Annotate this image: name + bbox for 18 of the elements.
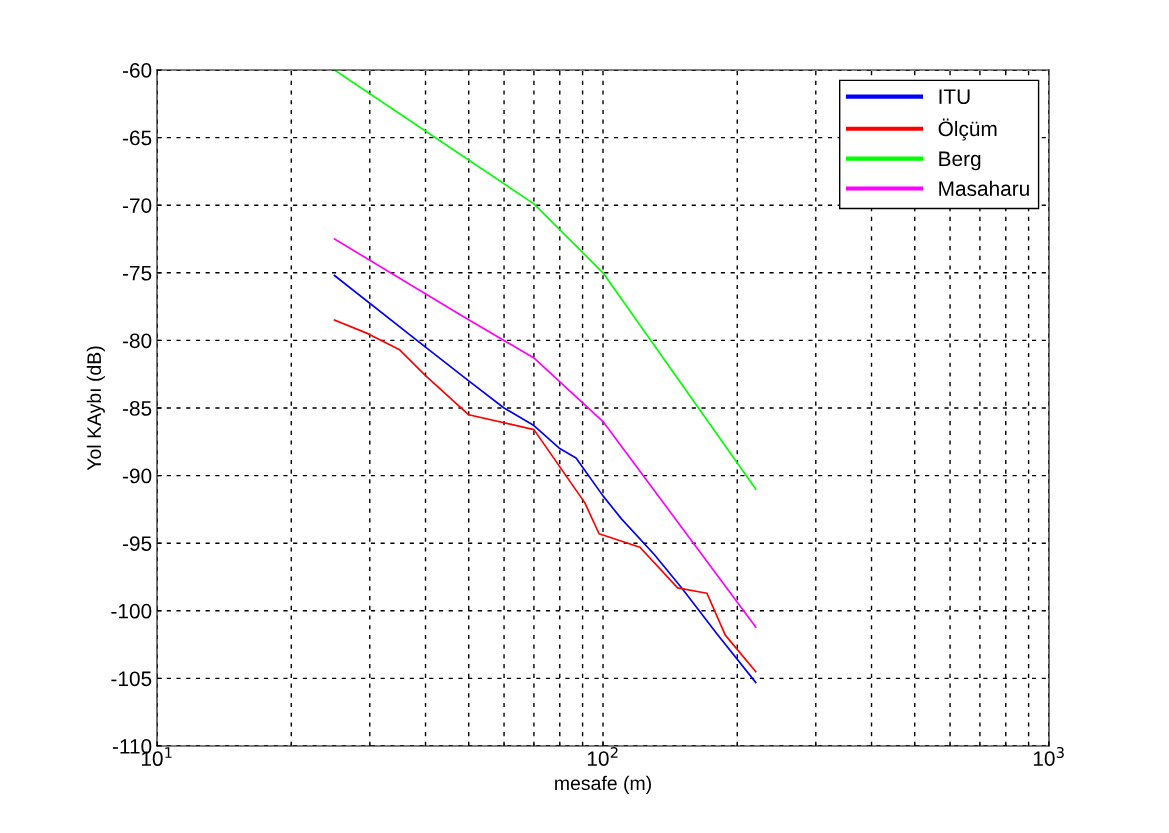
legend-label: Ölçüm: [938, 118, 997, 141]
y-tick-label: -60: [122, 63, 152, 78]
y-tick-label: -75: [122, 266, 152, 281]
y-tick-label: -80: [122, 333, 152, 349]
legend-label: Berg: [939, 151, 981, 171]
x-tick-label: 10$^{2}$: [587, 747, 618, 766]
legend-label: Masaharu: [939, 180, 1029, 196]
y-tick-label: -90: [122, 468, 152, 484]
legend-label: ITU: [939, 89, 970, 105]
y-tick-label: -70: [122, 198, 152, 213]
y-tick-label: -105: [111, 671, 152, 687]
y-tick-label: -65: [122, 130, 152, 146]
x-tick-label: 10$^{3}$: [1033, 747, 1064, 766]
y-tick-label: -100: [111, 603, 152, 619]
y-axis-title: Yol KAybı (dB): [86, 346, 105, 471]
y-tick-label: -95: [122, 536, 152, 551]
y-tick-label: -85: [122, 401, 152, 416]
x-axis-title: mesafe (m): [555, 775, 651, 794]
